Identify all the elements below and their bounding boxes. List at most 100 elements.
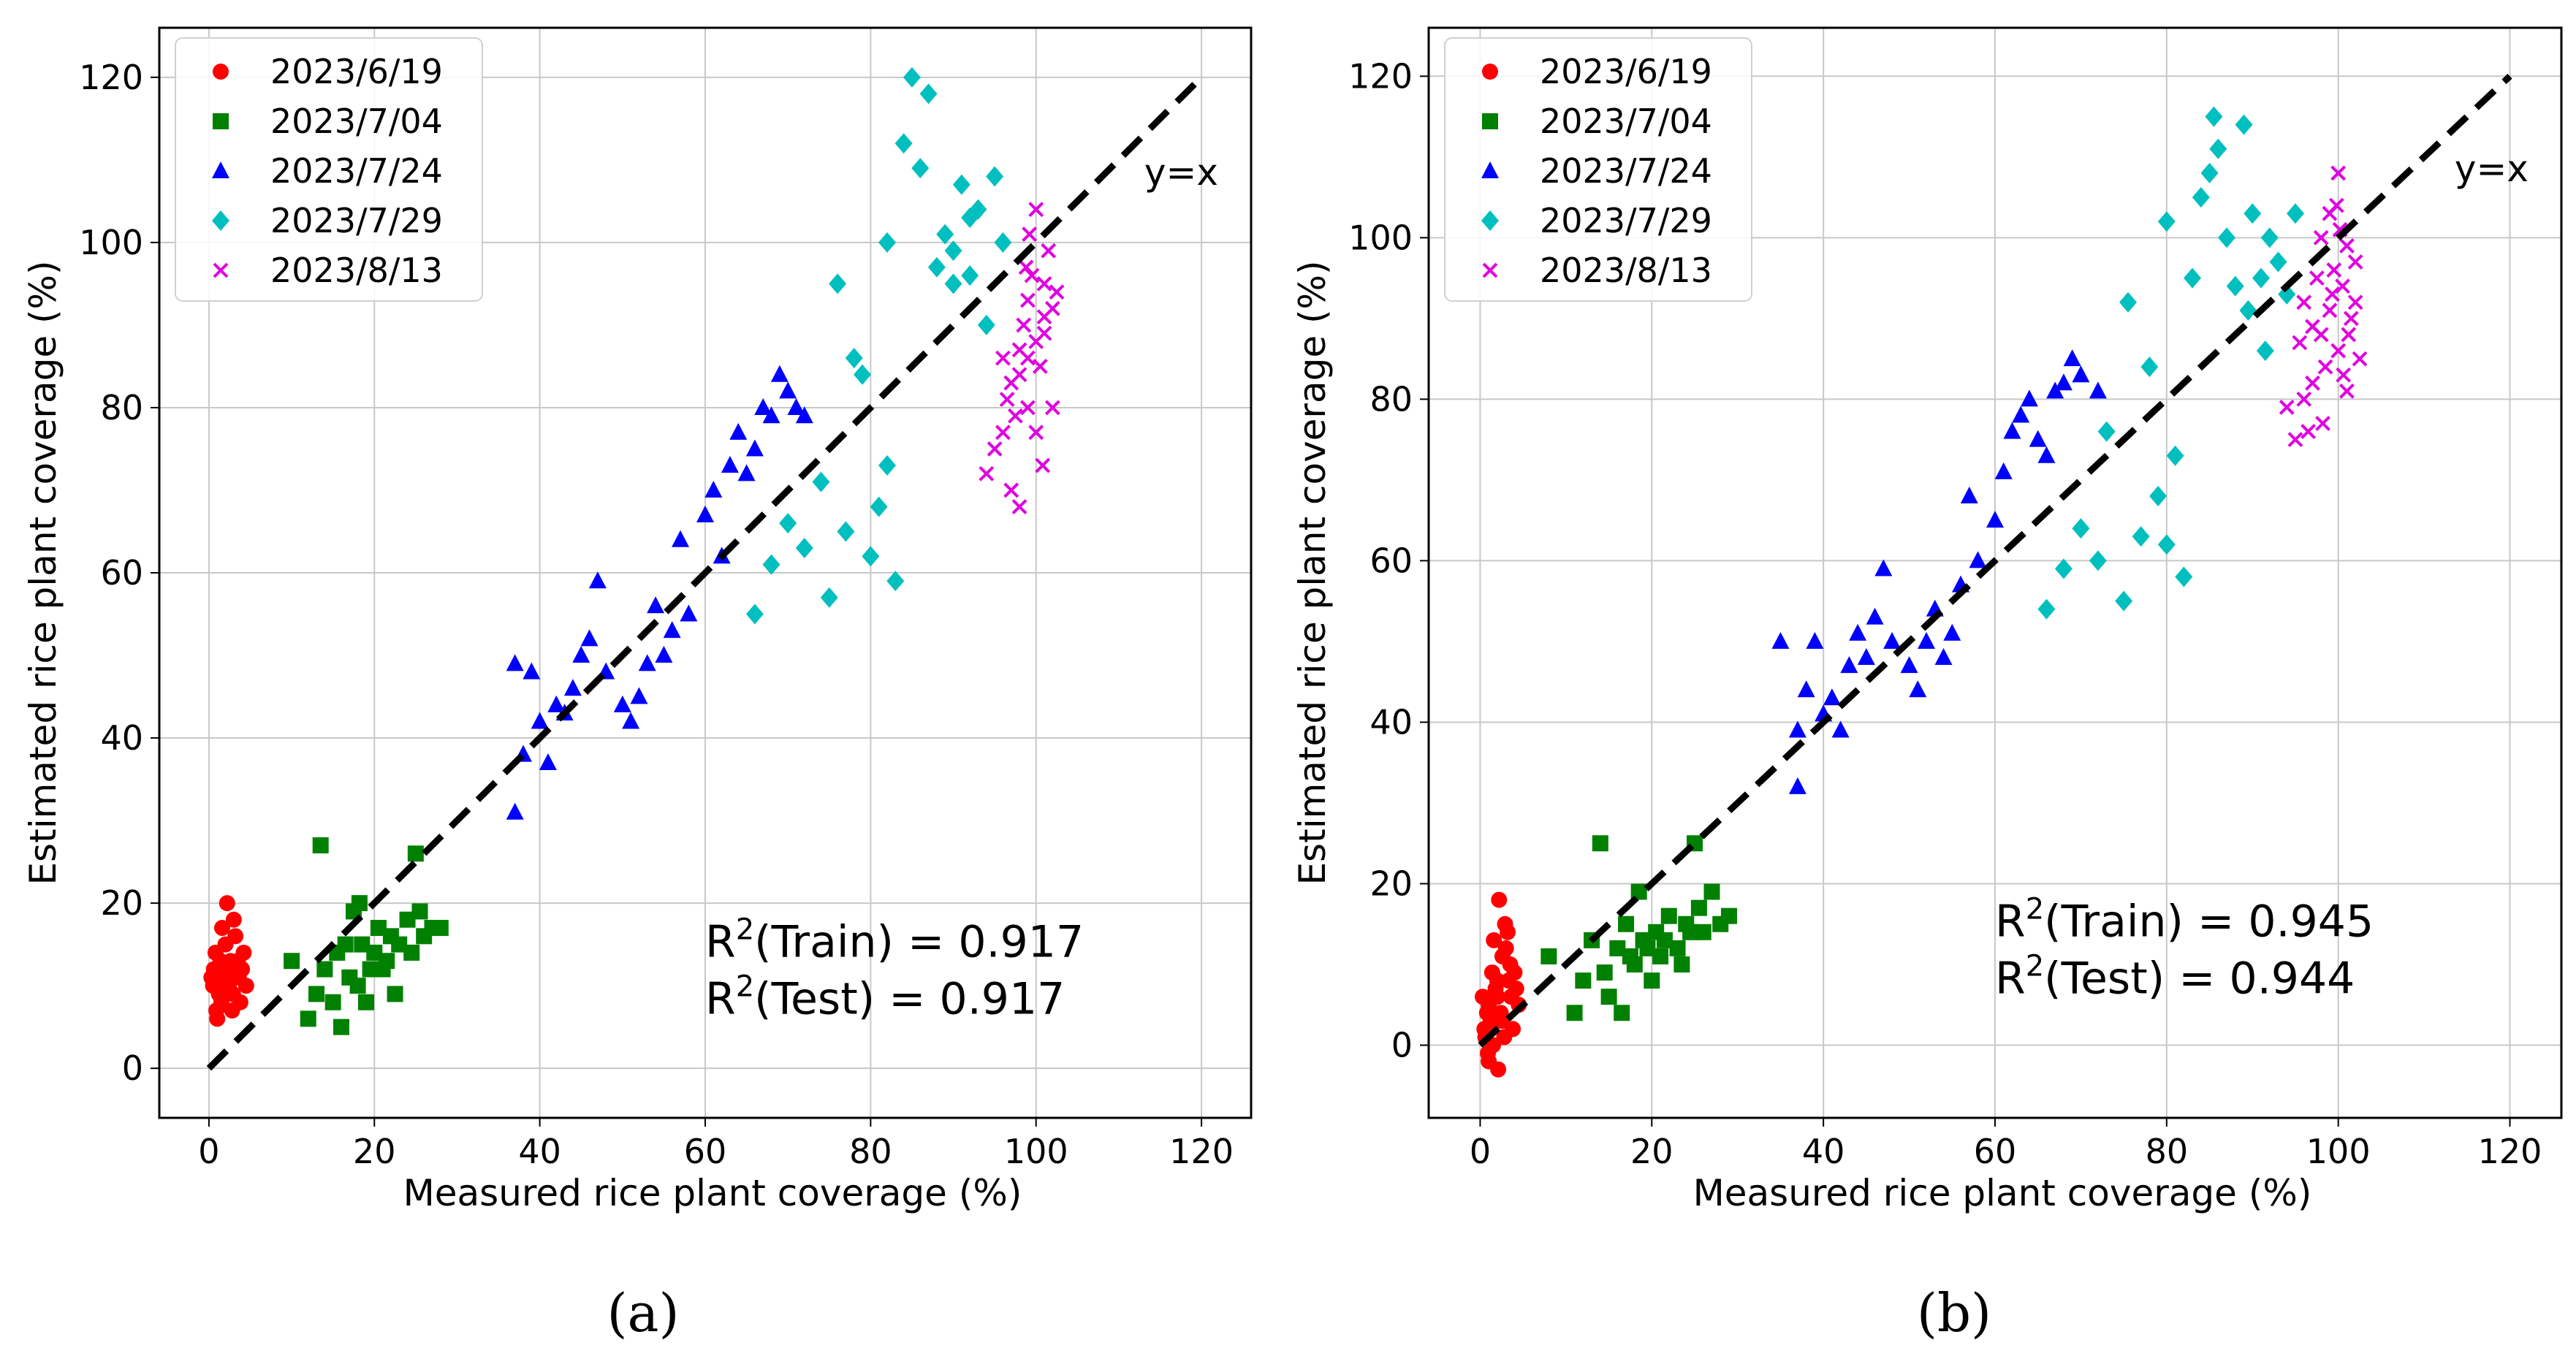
panel-a-ytick-label-20: 20 (100, 883, 143, 923)
panel-b-legend-marker-4 (1482, 262, 1498, 278)
panel-a-point-s1-4 (316, 961, 333, 978)
panel-b-point-s2-28 (2029, 430, 2047, 447)
panel-a-ytick-label-40: 40 (100, 718, 143, 758)
panel-a-point-s3-10 (862, 546, 880, 567)
panel-a-point-s2-0 (506, 654, 524, 671)
panel-b-point-s3-27 (2269, 251, 2287, 273)
panel-b-point-s3-4 (2097, 421, 2116, 442)
panel-a-point-s1-3 (312, 837, 329, 853)
panel-a-point-s1-2 (308, 986, 325, 1002)
panel-a-point-s1-24 (432, 920, 449, 937)
panel-b-legend-box (1444, 37, 1752, 302)
panel-a-point-s1-14 (370, 920, 387, 937)
panel-b-point-s3-15 (2192, 187, 2210, 208)
panel-b-point-s0-19 (1494, 948, 1511, 964)
panel-a-point-s1-20 (407, 845, 424, 862)
panel-b-point-s2-27 (2020, 389, 2038, 407)
panel-b-point-s3-3 (2089, 550, 2107, 571)
panel-b-point-s3-18 (2209, 138, 2227, 159)
panel-a-ytick-label-120: 120 (79, 58, 143, 97)
panel-b-point-s1-5 (1596, 964, 1613, 981)
panel-b-point-s4-2 (2292, 335, 2308, 351)
panel-a-point-s0-28 (230, 969, 247, 986)
panel-a-xtick-label-40: 40 (518, 1132, 561, 1171)
panel-a-point-s3-29 (994, 232, 1012, 253)
panel-a-point-s3-25 (961, 265, 979, 286)
panel-a-point-s4-0 (979, 465, 995, 481)
panel-a-point-s4-16 (1036, 275, 1052, 292)
panel-b-point-s2-22 (1969, 551, 1987, 568)
panel-a-point-s2-20 (672, 530, 690, 547)
panel-a-legend-marker-3 (212, 210, 229, 231)
panel-b-point-s1-11 (1630, 883, 1647, 900)
panel-b-y-axis-label: Estimated rice plant coverage (%) (1291, 260, 1334, 885)
panel-a-point-s1-10 (349, 978, 366, 994)
panel-a-point-s2-11 (588, 571, 607, 589)
panel-b-point-s0-21 (1480, 1045, 1497, 1062)
panel-a-point-s2-14 (622, 712, 640, 729)
panel-b-x-axis-label: Measured rice plant coverage (%) (1693, 1172, 2312, 1214)
panel-a-point-s1-5 (324, 994, 341, 1010)
panel-a-point-s3-26 (969, 199, 987, 220)
panel-a-point-s3-12 (878, 232, 896, 253)
panel-a-legend-label-0: 2023/6/19 (270, 52, 443, 91)
panel-a-point-s3-28 (986, 166, 1004, 187)
panel-a-point-s2-15 (630, 687, 648, 704)
panel-a-xtick-label-100: 100 (1004, 1132, 1068, 1171)
panel-a-point-s4-9 (1019, 400, 1036, 416)
panel-b-point-s3-5 (2115, 590, 2133, 612)
panel-a-point-s4-11 (1024, 267, 1040, 283)
panel-a-point-s1-11 (354, 936, 371, 953)
panel-a-point-s2-4 (531, 712, 549, 729)
panel-a-point-s0-20 (214, 920, 231, 937)
panel-a-ytick-label-60: 60 (100, 553, 143, 593)
panel-a-point-s3-27 (977, 314, 995, 335)
panel-b-point-s2-4 (1806, 631, 1824, 649)
panel-a-legend-label-2: 2023/7/24 (270, 151, 443, 191)
panel-b-point-s2-2 (1788, 777, 1806, 794)
panel-a-point-s2-6 (547, 695, 566, 712)
panel-b-legend-label-1: 2023/7/04 (1540, 102, 1712, 141)
panel-a-point-s4-17 (1041, 243, 1057, 259)
panel-b-point-s2-13 (1883, 631, 1901, 649)
panel-b-point-s4-25 (2341, 327, 2357, 343)
panel-b-point-s2-7 (1831, 720, 1850, 738)
panel-a-point-s2-31 (770, 365, 789, 382)
panel-b-xtick-label-120: 120 (2478, 1132, 2542, 1171)
panel-b-point-s0-29 (1490, 1061, 1507, 1078)
panel-b-identity-label: y=x (2455, 148, 2528, 190)
panel-a-point-s4-25 (1049, 284, 1065, 300)
panel-a-legend-box (175, 37, 483, 302)
panel-b-point-s3-21 (2235, 114, 2253, 135)
panel-a-legend-marker-1 (213, 113, 229, 129)
panel-b-point-s0-22 (1492, 1005, 1509, 1021)
panel-a-point-s4-4 (1003, 482, 1019, 498)
panel-a-point-s3-1 (762, 554, 780, 575)
panel-b-point-s4-26 (2296, 391, 2312, 407)
panel-b-ytick-label-0: 0 (1391, 1026, 1413, 1065)
panel-b-point-s4-23 (2325, 286, 2340, 302)
panel-a-xtick-label-0: 0 (198, 1132, 219, 1171)
panel-a-point-s2-21 (680, 604, 698, 622)
panel-a-legend-label-1: 2023/7/04 (270, 102, 443, 141)
panel-b-point-s4-5 (2305, 375, 2320, 391)
panel-b-point-s4-9 (2317, 359, 2333, 375)
panel-a-point-s3-19 (927, 256, 946, 278)
panel-b-legend: 2023/6/19 2023/7/04 2023/7/24 2023/7/29 2023… (1444, 37, 1752, 302)
panel-a-point-s2-32 (779, 381, 797, 399)
panel-a-point-s2-23 (704, 480, 723, 498)
panel-a-point-s1-29 (351, 895, 368, 912)
panel-b-xtick-label-100: 100 (2306, 1132, 2371, 1171)
panel-b-point-s4-19 (2347, 254, 2363, 270)
panel-a-point-s4-23 (1028, 424, 1044, 441)
panel-b-point-s4-12 (2326, 262, 2342, 278)
panel-a-legend-marker-2 (212, 161, 229, 178)
panel-a-point-s4-28 (1035, 457, 1051, 473)
panel-a-point-s0-27 (205, 961, 222, 978)
panel-b-point-s4-28 (2336, 367, 2352, 383)
panel-b-legend-label-2: 2023/7/24 (1540, 151, 1712, 191)
panel-b-r2-annotation-1: R2(Test) = 0.944 (1995, 949, 2355, 1004)
panel-b-point-s1-16 (1660, 907, 1677, 924)
panel-a-point-s3-7 (837, 521, 855, 542)
panel-b-point-s2-18 (1934, 648, 1953, 666)
